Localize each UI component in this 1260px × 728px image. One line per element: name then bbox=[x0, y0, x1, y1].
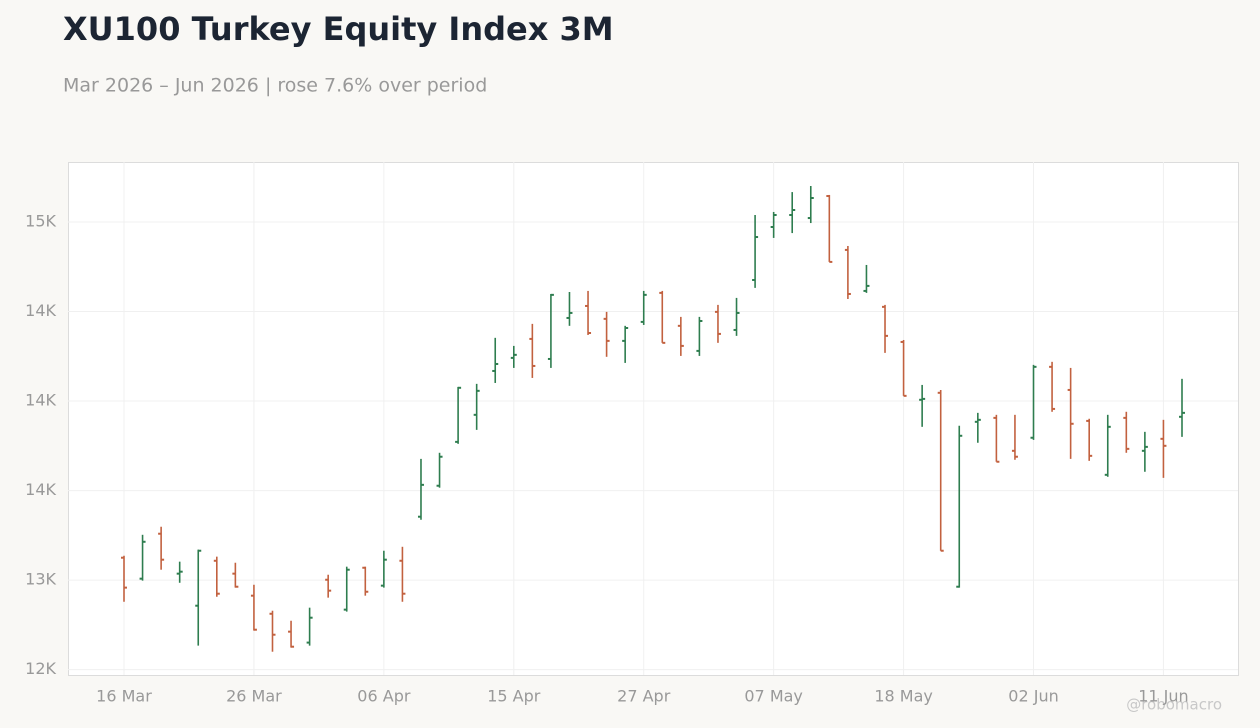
x-tick-label: 26 Mar bbox=[226, 687, 282, 706]
x-tick-label: 11 Jun bbox=[1138, 687, 1188, 706]
x-tick-label: 02 Jun bbox=[1008, 687, 1058, 706]
y-tick-label: 14K bbox=[25, 480, 56, 499]
x-tick-label: 27 Apr bbox=[617, 687, 671, 706]
y-tick-label: 14K bbox=[25, 301, 56, 320]
x-tick-label: 06 Apr bbox=[357, 687, 411, 706]
x-tick-label: 16 Mar bbox=[96, 687, 152, 706]
y-tick-label: 14K bbox=[25, 391, 56, 410]
x-tick-label: 15 Apr bbox=[487, 687, 541, 706]
x-tick-label: 18 May bbox=[874, 687, 933, 706]
watermark: @robomacro bbox=[1126, 696, 1222, 714]
chart-title: XU100 Turkey Equity Index 3M bbox=[63, 10, 614, 48]
y-tick-label: 12K bbox=[25, 659, 56, 678]
x-tick-label: 07 May bbox=[744, 687, 803, 706]
chart-subtitle: Mar 2026 – Jun 2026 | rose 7.6% over per… bbox=[63, 75, 487, 97]
plot-area bbox=[68, 162, 1239, 676]
y-tick-label: 15K bbox=[25, 211, 56, 230]
y-tick-label: 13K bbox=[25, 570, 56, 589]
